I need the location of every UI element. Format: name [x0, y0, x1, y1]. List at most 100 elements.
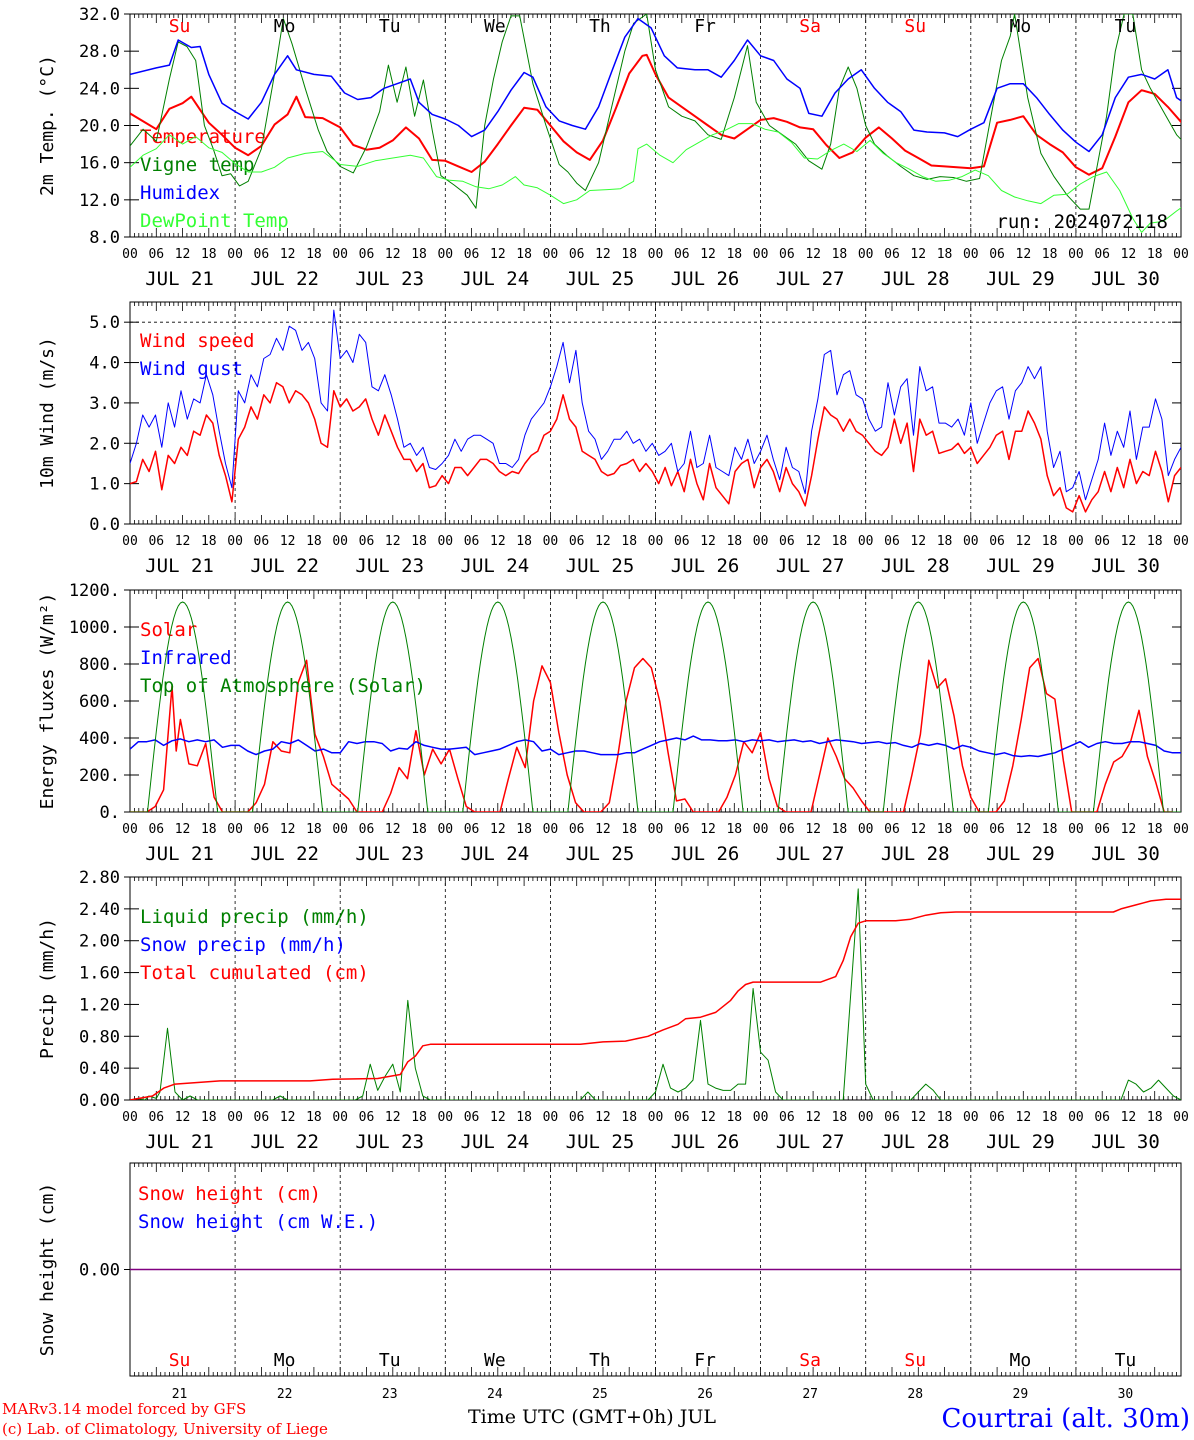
legend-entry: Wind speed — [140, 330, 254, 352]
y-tick-label: 0.00 — [79, 1091, 120, 1111]
day-abbr-top: Th — [589, 16, 611, 37]
series-group — [130, 898, 1181, 1100]
x-hour-label: 06 — [569, 1110, 585, 1125]
y-tick-label: 16.0 — [79, 154, 120, 174]
run-label: run: 2024072118 — [996, 211, 1168, 233]
x-hour-label: 12 — [700, 534, 716, 549]
series-line-dewpoint-temp — [130, 123, 1181, 233]
day-abbr-bottom: Sa — [799, 1350, 821, 1371]
x-date-label: JUL 27 — [776, 1131, 845, 1153]
x-hour-label: 00 — [1068, 1110, 1084, 1125]
x-hour-label: 18 — [621, 822, 637, 837]
x-hour-label: 12 — [700, 247, 716, 262]
x-hour-label: 06 — [464, 534, 480, 549]
day-abbr-bottom: Tu — [379, 1350, 401, 1371]
x-hour-label: 12 — [385, 822, 401, 837]
y-axis-label: 10m Wind (m/s) — [37, 337, 58, 489]
x-hour-label: 12 — [280, 534, 296, 549]
x-hour-label: 06 — [779, 822, 795, 837]
day-number: 24 — [487, 1387, 503, 1402]
day-abbr-top: Tu — [379, 16, 401, 37]
x-hour-label: 00 — [648, 534, 664, 549]
series-line-top-of-atmosphere-solar — [130, 601, 1181, 812]
series-group — [130, 735, 1181, 758]
y-tick-label: 1200. — [69, 581, 120, 601]
x-date-label: JUL 28 — [881, 555, 950, 577]
x-ticks — [129, 302, 1182, 524]
y-axis-label: 2m Temp. (°C) — [37, 55, 58, 196]
x-hour-label: 00 — [437, 1110, 453, 1125]
y-tick-label: 1000. — [69, 618, 120, 638]
day-abbr-top: Mo — [1010, 16, 1032, 37]
y-tick-label: 12.0 — [79, 191, 120, 211]
y-tick-label: 0.40 — [79, 1059, 120, 1079]
panel-wind: 0.0 1.0 2.0 3.0 4.0 5.0 10m Wind (m/s) 00 06 12 18… — [37, 301, 1189, 577]
x-hour-label: 00 — [648, 1110, 664, 1125]
x-hour-label: 00 — [122, 822, 138, 837]
x-hour-label: 06 — [359, 534, 375, 549]
series-line-total-cumulated-cm — [130, 898, 1181, 1100]
x-hour-label: 12 — [805, 1110, 821, 1125]
x-date-label: JUL 25 — [566, 268, 635, 290]
x-hour-label: 00 — [753, 1110, 769, 1125]
series-line-liquid-precip-mm-h — [130, 888, 1181, 1100]
x-hour-label: 00 — [227, 1110, 243, 1125]
x-ticks — [129, 590, 1182, 812]
x-hour-label: 06 — [1094, 247, 1110, 262]
x-hour-label: 06 — [148, 822, 164, 837]
x-date-label: JUL 25 — [566, 555, 635, 577]
x-hour-label: 00 — [332, 534, 348, 549]
series-group — [130, 657, 1173, 812]
x-hour-label: 00 — [1173, 1110, 1189, 1125]
x-hour-label: 06 — [464, 1110, 480, 1125]
y-tick-label: 0.80 — [79, 1027, 120, 1047]
series-line-vigne-temp — [130, 14, 1181, 210]
x-hour-label: 06 — [884, 822, 900, 837]
x-hour-label: 00 — [122, 1110, 138, 1125]
legend-entry: Snow height (cm) — [138, 1183, 321, 1205]
x-hour-label: 18 — [832, 822, 848, 837]
y-tick-label: 4.0 — [89, 354, 120, 374]
y-tick-label: 32.0 — [79, 5, 120, 25]
x-hour-label: 00 — [753, 534, 769, 549]
legend-entry: Top of Atmosphere (Solar) — [140, 675, 426, 697]
x-hour-label: 06 — [569, 247, 585, 262]
x-hour-label: 12 — [1121, 1110, 1137, 1125]
x-hour-label: 18 — [937, 1110, 953, 1125]
x-date-label: JUL 22 — [250, 843, 319, 865]
x-date-label: JUL 29 — [986, 1131, 1055, 1153]
plot-frame — [129, 13, 1182, 238]
x-hour-label: 06 — [674, 247, 690, 262]
x-date-label: JUL 29 — [986, 555, 1055, 577]
x-hour-label: 00 — [963, 534, 979, 549]
x-hour-label: 12 — [175, 822, 191, 837]
day-abbr-bottom: Su — [904, 1350, 926, 1371]
x-hour-label: 18 — [306, 247, 322, 262]
x-hour-label: 00 — [437, 822, 453, 837]
day-abbr-top: We — [484, 16, 506, 37]
x-hour-label: 18 — [201, 534, 217, 549]
x-hour-label: 18 — [411, 247, 427, 262]
x-hour-label: 00 — [437, 534, 453, 549]
x-hour-label: 12 — [490, 534, 506, 549]
x-hour-label: 00 — [1173, 534, 1189, 549]
x-hour-label: 12 — [175, 1110, 191, 1125]
day-abbr-bottom: Fr — [694, 1350, 716, 1371]
day-abbr-bottom: Mo — [1010, 1350, 1032, 1371]
x-hour-label: 12 — [595, 534, 611, 549]
station-name: Courtrai (alt. 30m) — [942, 1404, 1191, 1434]
x-hour-label: 06 — [148, 1110, 164, 1125]
x-hour-label: 18 — [516, 247, 532, 262]
x-hour-label: 00 — [858, 1110, 874, 1125]
legend-entry: Snow height (cm W.E.) — [138, 1211, 378, 1233]
legend-entry: Temperature — [140, 126, 266, 148]
day-abbr-bottom: We — [484, 1350, 506, 1371]
y-axis-label: Energy fluxes (W/m²) — [37, 593, 58, 810]
legend-entry: Snow precip (mm/h) — [140, 934, 346, 956]
x-date-label: JUL 29 — [986, 843, 1055, 865]
x-hour-label: 06 — [254, 822, 270, 837]
x-hour-label: 12 — [490, 247, 506, 262]
x-hour-label: 12 — [175, 247, 191, 262]
x-hour-label: 00 — [648, 247, 664, 262]
x-hour-label: 06 — [779, 1110, 795, 1125]
